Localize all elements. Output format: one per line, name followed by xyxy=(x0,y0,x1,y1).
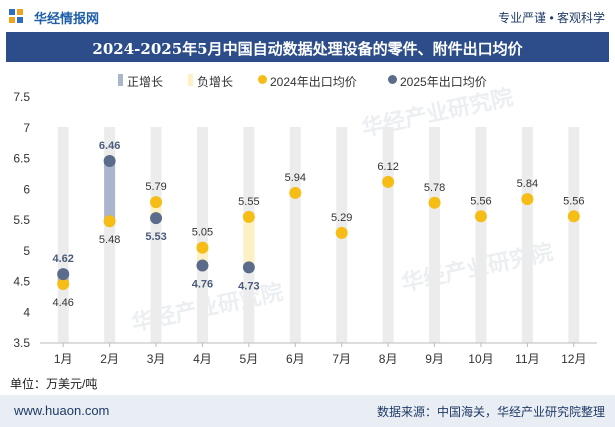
top-bar: 华经情报网 专业严谨 • 客观科学 xyxy=(0,0,615,32)
column-background xyxy=(57,127,69,343)
data-point-2024 xyxy=(521,193,534,206)
chart-title: 2024-2025年5月中国自动数据处理设备的零件、附件出口均价 xyxy=(92,40,523,58)
legend-swatch-positive xyxy=(118,74,123,86)
data-point-2024 xyxy=(57,277,70,290)
y-tick-label: 7.5 xyxy=(13,90,30,104)
data-label-2024: 5.05 xyxy=(192,227,213,239)
data-label-2024: 5.79 xyxy=(145,181,166,193)
data-point-2024 xyxy=(103,215,116,228)
data-label-2025: 4.73 xyxy=(238,280,259,292)
data-label-2024: 5.48 xyxy=(99,234,120,246)
title-bar: 2024-2025年5月中国自动数据处理设备的零件、附件出口均价 xyxy=(6,32,609,62)
y-tick-label: 4 xyxy=(23,305,30,319)
footer-bar: www.huaon.com 数据来源：中国海关，华经产业研究院整理 xyxy=(0,395,615,427)
x-tick-label: 9月 xyxy=(425,352,444,366)
chart-legend: 正增长 负增长 2024年出口均价 2025年出口均价 xyxy=(0,70,615,90)
data-label-2024: 5.29 xyxy=(331,212,352,224)
unit-label: 单位：万美元/吨 xyxy=(10,377,98,391)
y-tick-label: 6 xyxy=(23,182,30,196)
x-tick-label: 12月 xyxy=(561,352,586,366)
data-label-2025: 4.62 xyxy=(52,253,73,265)
legend-label-2024: 2024年出口均价 xyxy=(270,75,357,89)
y-tick-label: 6.5 xyxy=(13,152,30,166)
data-label-2025: 5.53 xyxy=(145,231,166,243)
data-point-2024 xyxy=(474,210,487,223)
column-background xyxy=(429,127,441,343)
y-tick-label: 7 xyxy=(23,121,30,135)
data-source: 数据来源：中国海关，华经产业研究院整理 xyxy=(376,405,605,419)
x-tick-label: 5月 xyxy=(240,352,259,366)
site-url: www.huaon.com xyxy=(14,403,110,418)
data-point-2025 xyxy=(103,154,116,167)
x-tick-label: 7月 xyxy=(332,352,351,366)
legend-swatch-negative xyxy=(188,74,193,86)
positive-change-bar xyxy=(104,160,116,222)
x-tick-label: 6月 xyxy=(286,352,305,366)
negative-change-bar xyxy=(243,216,255,268)
negative-change-bar xyxy=(196,247,208,266)
x-tick-label: 4月 xyxy=(193,352,212,366)
column-background xyxy=(196,127,208,343)
data-label-2025: 4.76 xyxy=(192,279,213,291)
data-label-2024: 5.56 xyxy=(563,195,584,207)
data-point-2024 xyxy=(428,196,441,209)
data-label-2024: 5.78 xyxy=(424,182,445,194)
y-tick-label: 5.5 xyxy=(13,213,30,227)
chart-plot-area: 3.544.555.566.577.51月 2月 3月 4月 5月 6月 7月 8月 9月 10月… xyxy=(13,90,597,366)
column-background xyxy=(382,127,394,343)
data-label-2024: 4.46 xyxy=(52,297,73,309)
data-label-2024: 5.94 xyxy=(285,172,306,184)
legend-label-negative: 负增长 xyxy=(197,75,234,89)
column-background xyxy=(521,127,533,343)
data-point-2025 xyxy=(242,261,255,274)
data-label-2024: 5.56 xyxy=(470,195,491,207)
x-tick-label: 3月 xyxy=(147,352,166,366)
column-background xyxy=(150,127,162,343)
column-background xyxy=(104,127,116,343)
legend-label-positive: 正增长 xyxy=(127,75,164,89)
data-point-2025 xyxy=(57,268,70,281)
data-point-2024 xyxy=(242,210,255,223)
data-point-2025 xyxy=(150,212,163,225)
column-background xyxy=(475,127,487,343)
data-label-2025: 6.46 xyxy=(99,140,120,152)
data-point-2025 xyxy=(196,259,209,272)
data-point-2024 xyxy=(382,175,395,188)
data-point-2024 xyxy=(335,226,348,239)
data-label-2024: 5.55 xyxy=(238,196,259,208)
column-background xyxy=(568,127,580,343)
x-tick-label: 11月 xyxy=(515,352,539,366)
y-tick-label: 4.5 xyxy=(13,275,30,289)
data-point-2024 xyxy=(150,196,163,209)
x-tick-label: 10月 xyxy=(468,352,493,366)
legend-dot-2025 xyxy=(388,75,397,84)
data-point-2024 xyxy=(567,210,580,223)
data-point-2024 xyxy=(196,241,209,254)
huajing-logo-icon xyxy=(9,9,23,23)
legend-label-2025: 2025年出口均价 xyxy=(400,75,487,89)
data-point-2024 xyxy=(289,186,302,199)
legend-dot-2024 xyxy=(258,75,267,84)
data-label-2024: 6.12 xyxy=(377,161,398,173)
x-tick-label: 8月 xyxy=(379,352,398,366)
x-tick-label: 2月 xyxy=(100,352,119,366)
brand-name: 华经情报网 xyxy=(34,11,100,26)
y-tick-label: 3.5 xyxy=(13,336,30,350)
negative-change-bar xyxy=(150,202,162,219)
data-label-2024: 5.84 xyxy=(517,178,538,190)
column-background xyxy=(289,127,301,343)
y-tick-label: 5 xyxy=(23,244,30,258)
tagline: 专业严谨 • 客观科学 xyxy=(498,11,605,25)
x-tick-label: 1月 xyxy=(54,352,73,366)
